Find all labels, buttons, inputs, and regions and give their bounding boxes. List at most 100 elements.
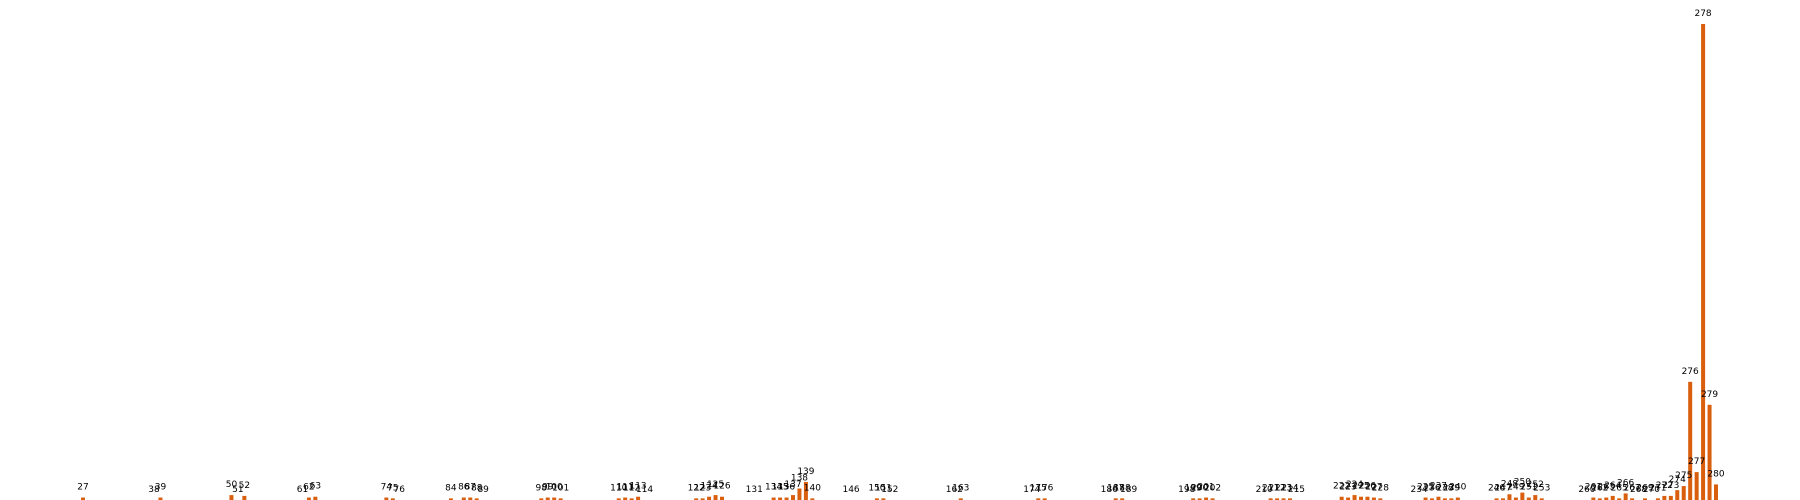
bar-272 <box>1662 495 1667 500</box>
bar-label-124: 124 <box>700 482 717 492</box>
bar-124 <box>707 496 712 500</box>
bar-label-222: 222 <box>1333 482 1350 492</box>
bar-label-273: 273 <box>1662 481 1679 491</box>
bar-139 <box>803 481 808 500</box>
bar-266 <box>1623 493 1628 500</box>
bar-label-88: 88 <box>471 483 483 493</box>
bar-label-275: 275 <box>1675 471 1692 481</box>
bar-label-266: 266 <box>1617 478 1634 488</box>
bar-label-224: 224 <box>1346 480 1363 490</box>
bar-label-250: 250 <box>1514 478 1531 488</box>
bar-63 <box>313 496 318 500</box>
bar-label-238: 238 <box>1436 483 1453 493</box>
bar-label-162: 162 <box>946 485 963 495</box>
bar-label-86: 86 <box>458 483 470 493</box>
bar-label-76: 76 <box>394 485 406 495</box>
bar-label-27: 27 <box>77 483 88 493</box>
bar-201 <box>1204 497 1209 500</box>
bar-151 <box>881 498 886 500</box>
bar-136 <box>784 497 789 500</box>
bar-227 <box>1371 497 1376 500</box>
bar-label-280: 280 <box>1707 469 1724 479</box>
bar-label-227: 227 <box>1365 483 1382 493</box>
bar-62 <box>306 497 311 500</box>
bar-250 <box>1520 492 1525 500</box>
bar-label-262: 262 <box>1591 483 1608 493</box>
bar-279 <box>1707 404 1712 500</box>
bar-label-134: 134 <box>765 483 782 493</box>
bar-label-279: 279 <box>1701 390 1718 400</box>
bar-label-246: 246 <box>1488 483 1505 493</box>
bar-label-38: 38 <box>148 485 160 495</box>
bar-112 <box>629 498 634 500</box>
bar-label-125: 125 <box>707 480 724 490</box>
bar-238 <box>1442 498 1447 500</box>
bar-267 <box>1630 498 1635 500</box>
bar-236 <box>1430 498 1434 500</box>
bar-label-210: 210 <box>1256 485 1273 495</box>
bar-213 <box>1281 498 1286 500</box>
bar-label-240: 240 <box>1449 483 1466 493</box>
bar-label-146: 146 <box>842 485 859 495</box>
bar-label-101: 101 <box>552 483 569 493</box>
bar-137 <box>791 495 795 500</box>
bar-label-84: 84 <box>445 483 457 493</box>
bar-50 <box>229 495 234 500</box>
bar-134 <box>771 497 776 500</box>
bar-label-114: 114 <box>636 485 653 495</box>
bar-202 <box>1210 498 1215 500</box>
bar-222 <box>1339 496 1344 500</box>
bar-label-277: 277 <box>1688 457 1705 467</box>
bar-264 <box>1610 495 1615 500</box>
bar-label-175: 175 <box>1030 483 1047 493</box>
bar-246 <box>1494 498 1499 500</box>
bar-label-111: 111 <box>617 483 634 493</box>
bar-52 <box>242 495 247 500</box>
bar-240 <box>1455 497 1460 500</box>
bar-label-50: 50 <box>226 480 238 490</box>
bar-237 <box>1436 496 1441 500</box>
bar-label-226: 226 <box>1359 482 1376 492</box>
bar-212 <box>1275 498 1280 500</box>
bar-225 <box>1359 496 1363 500</box>
bar-label-236: 236 <box>1423 483 1440 493</box>
bar-263 <box>1604 497 1609 500</box>
bar-110 <box>616 498 621 500</box>
bar-175 <box>1036 498 1041 500</box>
bar-label-139: 139 <box>797 467 814 477</box>
bar-label-99: 99 <box>542 483 554 493</box>
bar-271 <box>1655 498 1660 500</box>
bar-187 <box>1113 498 1118 500</box>
bars-group <box>81 24 1718 500</box>
bar-138 <box>797 488 802 500</box>
bar-label-200: 200 <box>1191 483 1208 493</box>
bar-label-213: 213 <box>1275 483 1292 493</box>
bar-122 <box>694 498 699 500</box>
bar-label-39: 39 <box>155 483 167 493</box>
bar-label-225: 225 <box>1352 482 1369 492</box>
bar-label-74: 74 <box>381 483 393 493</box>
bar-label-150: 150 <box>868 483 885 493</box>
bar-113 <box>636 496 641 500</box>
bar-278 <box>1701 24 1706 500</box>
bar-label-252: 252 <box>1527 480 1544 490</box>
bar-101 <box>558 498 563 500</box>
bar-label-237: 237 <box>1430 482 1447 492</box>
bar-label-271: 271 <box>1649 483 1666 493</box>
bar-label-152: 152 <box>881 485 898 495</box>
bar-label-126: 126 <box>713 482 730 492</box>
bar-label-110: 110 <box>610 483 627 493</box>
bar-label-198: 198 <box>1178 485 1195 495</box>
bar-100 <box>552 497 557 500</box>
bar-label-223: 223 <box>1339 483 1356 493</box>
bar-280 <box>1714 484 1718 500</box>
bar-label-215: 215 <box>1288 485 1305 495</box>
bar-label-136: 136 <box>778 483 795 493</box>
bar-87 <box>468 497 473 500</box>
bar-label-211: 211 <box>1262 483 1279 493</box>
bar-265 <box>1617 498 1622 500</box>
bar-label-274: 274 <box>1669 475 1686 485</box>
bar-label-187: 187 <box>1107 483 1124 493</box>
bar-111 <box>623 497 628 500</box>
